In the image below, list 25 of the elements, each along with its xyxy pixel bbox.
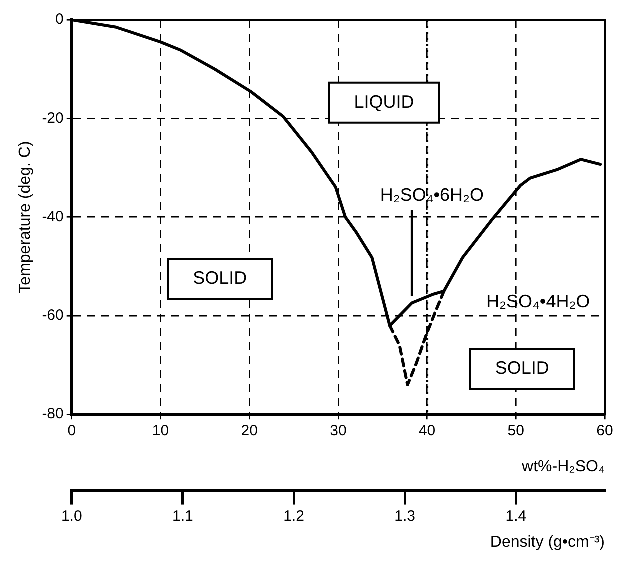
y-axis-title: Temperature (deg. C) xyxy=(17,141,34,294)
y-tick-label: -40 xyxy=(42,208,64,226)
annotation: LIQUID xyxy=(354,92,414,112)
annotation: SOLID xyxy=(193,268,248,288)
annotation: H₂SO₄•6H₂O xyxy=(380,185,484,206)
x-tick-label: 30 xyxy=(330,422,347,440)
x2-tick-label: 1.1 xyxy=(172,508,194,525)
y-tick-label: -80 xyxy=(42,406,64,423)
x-tick-label: 10 xyxy=(152,422,170,440)
annotation: H₂SO₄•4H₂O xyxy=(486,292,590,312)
x-axis-title: wt%-H₂SO₄ xyxy=(521,458,605,476)
x2-tick-label: 1.4 xyxy=(506,508,527,525)
x2-axis-title: Density (g•cm⁻³) xyxy=(490,534,605,551)
x-tick-label: 40 xyxy=(418,422,436,440)
y-tick-label: 0 xyxy=(56,11,64,28)
x2-tick-label: 1.3 xyxy=(394,508,416,525)
y-tick-label: -20 xyxy=(42,110,64,127)
x-tick-label: 60 xyxy=(596,422,614,440)
x2-tick-label: 1.2 xyxy=(284,508,304,525)
x-tick-label: 0 xyxy=(68,422,76,440)
x-tick-label: 50 xyxy=(508,422,524,440)
y-tick-label: -60 xyxy=(42,307,64,324)
x-tick-label: 20 xyxy=(241,422,258,440)
x2-tick-label: 1.0 xyxy=(61,508,82,525)
annotation: SOLID xyxy=(495,358,550,378)
